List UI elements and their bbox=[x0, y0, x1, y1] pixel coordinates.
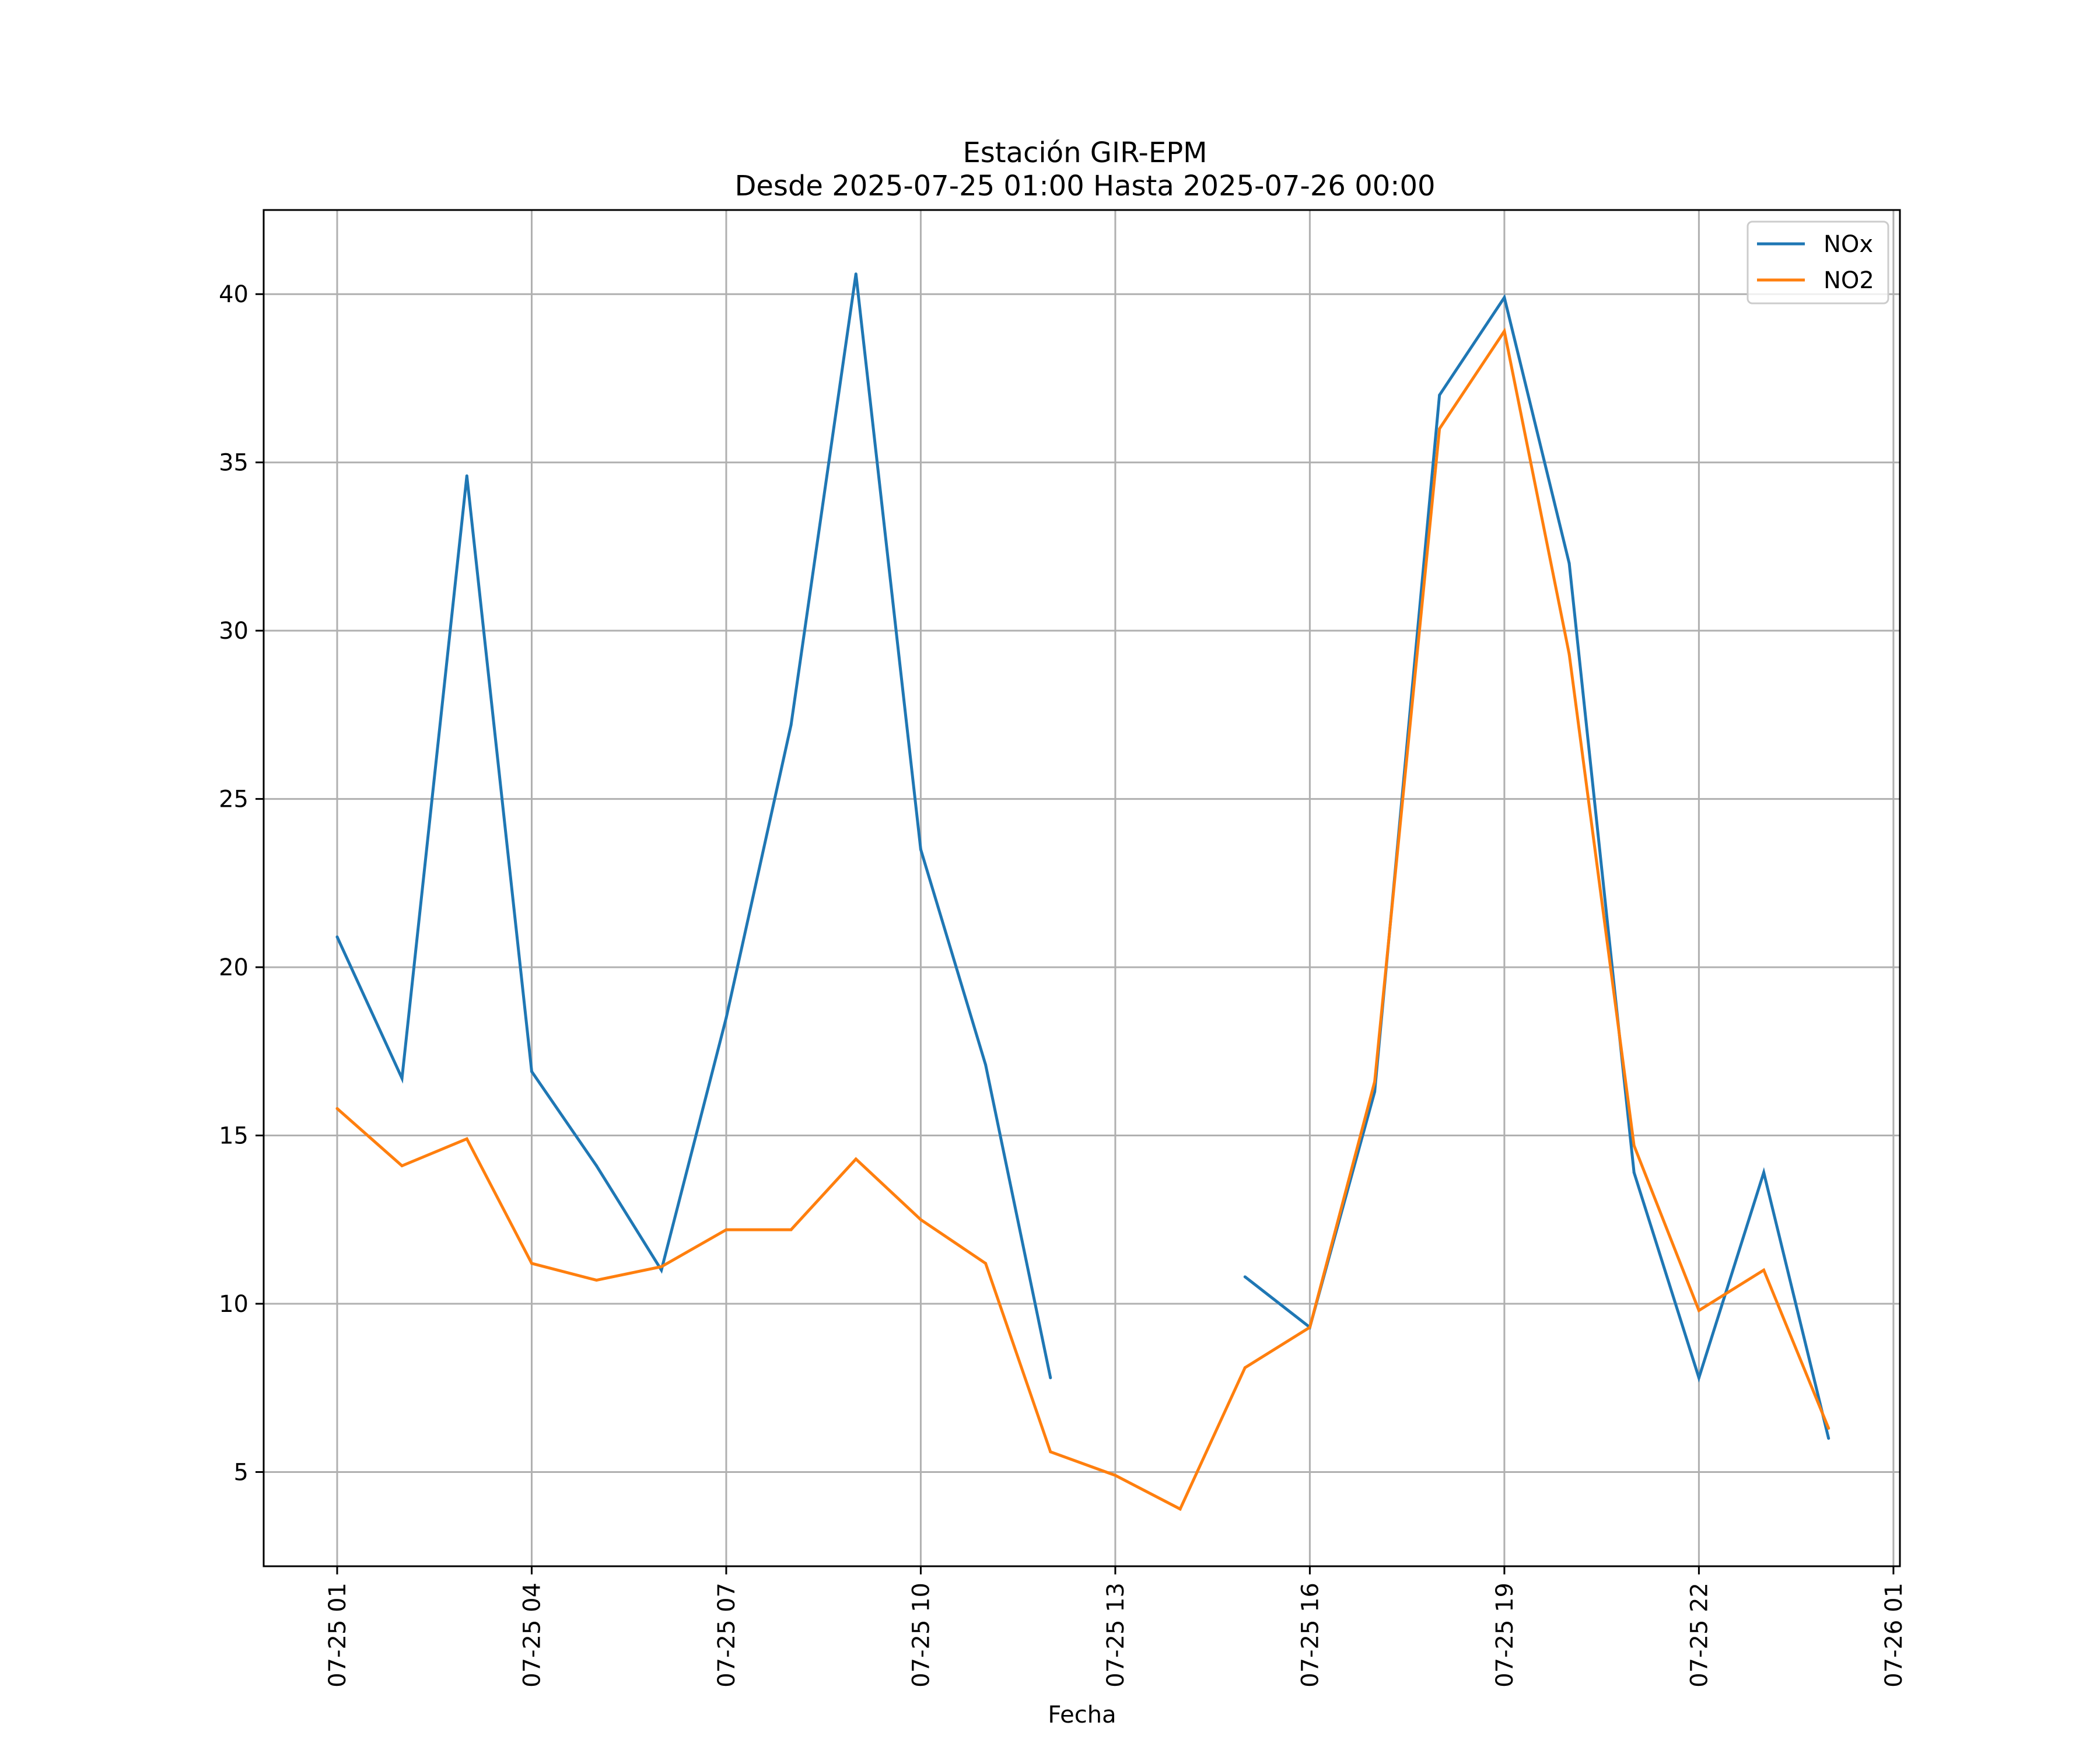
data-point-no2 bbox=[335, 1107, 339, 1110]
data-point-no2 bbox=[1503, 330, 1506, 333]
chart-subtitle: Desde 2025-07-25 01:00 Hasta 2025-07-26 … bbox=[734, 170, 1435, 202]
data-point-no2 bbox=[854, 1157, 858, 1161]
x-axis-label: Fecha bbox=[1048, 1702, 1116, 1728]
axes-ticks: 07-25 01 07-25 04 07-25 07 07-25 10 07-25 13… bbox=[219, 281, 1908, 1688]
y-tick-label: 20 bbox=[219, 954, 249, 981]
data-point-no2 bbox=[595, 1279, 598, 1282]
data-point-nox bbox=[400, 1076, 404, 1080]
data-point-nox bbox=[595, 1164, 598, 1167]
data-point-nox bbox=[919, 848, 922, 851]
y-tick-label: 5 bbox=[234, 1459, 249, 1486]
data-point-no2 bbox=[1243, 1366, 1247, 1370]
data-point-no2 bbox=[1438, 427, 1441, 430]
data-point-no2 bbox=[1308, 1325, 1311, 1329]
x-tick-label: 07-25 22 bbox=[1686, 1583, 1713, 1688]
data-point-no2 bbox=[724, 1228, 728, 1231]
data-point-no2 bbox=[1697, 1309, 1700, 1312]
x-tick-label: 07-26 01 bbox=[1881, 1583, 1908, 1688]
data-point-nox bbox=[1697, 1376, 1700, 1380]
data-point-no2 bbox=[1632, 1144, 1636, 1147]
data-point-no2 bbox=[1762, 1268, 1766, 1272]
data-point-no2 bbox=[465, 1137, 468, 1140]
data-point-nox bbox=[660, 1268, 663, 1272]
y-tick-label: 35 bbox=[219, 450, 249, 477]
data-point-no2 bbox=[919, 1218, 922, 1222]
x-tick-label: 07-25 16 bbox=[1297, 1583, 1324, 1688]
x-tick-label: 07-25 10 bbox=[908, 1583, 935, 1688]
data-point-nox bbox=[1762, 1171, 1766, 1174]
data-point-nox bbox=[1827, 1437, 1831, 1440]
data-point-no2 bbox=[1049, 1450, 1052, 1454]
x-tick-label: 07-25 01 bbox=[324, 1583, 351, 1688]
series-line-no2 bbox=[336, 327, 1831, 1511]
y-tick-label: 40 bbox=[219, 281, 249, 308]
data-point-nox bbox=[1438, 393, 1441, 397]
data-point-no2 bbox=[1827, 1426, 1831, 1430]
data-point-no2 bbox=[400, 1164, 404, 1167]
x-tick-label: 07-25 07 bbox=[713, 1583, 740, 1688]
data-point-nox bbox=[530, 1070, 533, 1073]
data-point-no2 bbox=[789, 1228, 793, 1231]
data-point-nox bbox=[1632, 1171, 1636, 1174]
y-tick-label: 15 bbox=[219, 1123, 249, 1150]
data-point-nox bbox=[1567, 562, 1571, 565]
y-tick-label: 25 bbox=[219, 786, 249, 813]
legend-frame bbox=[1746, 220, 1889, 304]
legend-label-no2: NO2 bbox=[1824, 267, 1874, 294]
data-point-nox bbox=[854, 272, 858, 276]
series-line-nox bbox=[335, 274, 1831, 1439]
data-point-nox bbox=[335, 935, 339, 939]
x-tick-label: 07-25 04 bbox=[519, 1583, 545, 1688]
data-point-no2 bbox=[984, 1262, 988, 1265]
legend-label-nox: NOx bbox=[1824, 231, 1873, 258]
legend: NOx NO2 bbox=[1746, 220, 1889, 304]
data-point-nox bbox=[724, 1016, 728, 1020]
x-tick-label: 07-25 13 bbox=[1102, 1583, 1129, 1688]
data-point-no2 bbox=[1567, 653, 1571, 656]
data-point-no2 bbox=[660, 1265, 663, 1269]
x-tick-label: 07-25 19 bbox=[1492, 1583, 1518, 1688]
plot-area-frame bbox=[262, 209, 1901, 1567]
data-point-nox bbox=[465, 474, 468, 478]
data-point-no2 bbox=[1373, 1080, 1377, 1083]
data-point-nox bbox=[1243, 1275, 1247, 1279]
data-point-nox bbox=[1503, 296, 1506, 299]
y-tick-label: 30 bbox=[219, 618, 249, 645]
chart-title: Estación GIR-EPM bbox=[963, 136, 1207, 169]
data-point-nox bbox=[984, 1063, 988, 1066]
data-point-nox bbox=[1049, 1376, 1052, 1380]
data-point-no2 bbox=[530, 1262, 533, 1265]
series-lines bbox=[335, 272, 1831, 1511]
y-tick-label: 10 bbox=[219, 1291, 249, 1318]
data-point-no2 bbox=[1178, 1507, 1182, 1511]
data-point-no2 bbox=[1114, 1474, 1117, 1477]
data-point-nox bbox=[1373, 1090, 1377, 1094]
data-point-nox bbox=[789, 723, 793, 727]
grid-lines bbox=[264, 210, 1900, 1566]
